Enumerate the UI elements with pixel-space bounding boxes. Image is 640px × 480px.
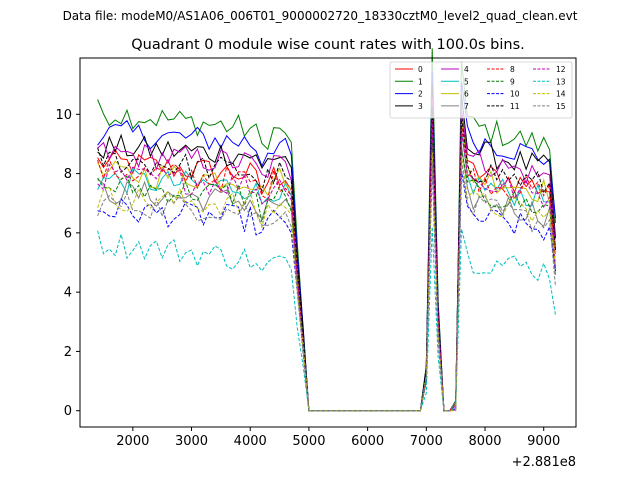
series-line-1	[97, 48, 556, 412]
file-suptitle: Data file: modeM0/AS1A06_006T01_90000027…	[63, 9, 578, 23]
series-line-3	[97, 83, 556, 412]
y-tick-label: 0	[64, 404, 72, 419]
legend-label-6: 6	[464, 90, 469, 99]
series-line-9	[97, 135, 556, 412]
legend-label-8: 8	[510, 65, 515, 74]
x-tick-label: 7000	[410, 434, 443, 449]
legend-label-7: 7	[464, 102, 469, 111]
x-offset-label: +2.881e8	[512, 455, 576, 470]
x-tick-label: 2000	[116, 434, 149, 449]
plot-frame	[79, 57, 577, 428]
series-line-6	[97, 117, 556, 412]
x-tick-label: 4000	[234, 434, 267, 449]
series-layer	[97, 48, 556, 412]
series-line-11	[97, 106, 556, 412]
legend-label-1: 1	[418, 77, 423, 86]
chart-title: Quadrant 0 module wise count rates with …	[131, 37, 525, 53]
series-line-4	[97, 97, 556, 412]
y-tick-label: 10	[55, 108, 72, 123]
series-line-12	[97, 120, 556, 412]
legend-label-9: 9	[510, 77, 515, 86]
series-line-7	[97, 141, 556, 412]
legend-label-13: 13	[556, 77, 566, 86]
legend-label-5: 5	[464, 77, 469, 86]
series-line-15	[97, 160, 556, 412]
legend-box	[389, 61, 573, 119]
y-tick-label: 6	[64, 226, 72, 241]
y-tick-label: 8	[64, 167, 72, 182]
series-line-5	[97, 123, 556, 412]
series-line-14	[97, 152, 556, 412]
legend-label-12: 12	[556, 65, 566, 74]
series-line-2	[97, 71, 556, 412]
legend-label-4: 4	[464, 65, 469, 74]
x-tick-label: 6000	[351, 434, 384, 449]
series-line-0	[97, 111, 556, 412]
x-tick-label: 9000	[527, 434, 560, 449]
legend-label-10: 10	[510, 90, 520, 99]
legend-label-11: 11	[510, 102, 520, 111]
legend-label-0: 0	[418, 65, 423, 74]
legend-label-3: 3	[418, 102, 423, 111]
legend-label-15: 15	[556, 102, 566, 111]
series-line-13	[97, 226, 556, 412]
x-tick-label: 8000	[468, 434, 501, 449]
legend-label-14: 14	[556, 90, 566, 99]
series-line-10	[97, 165, 556, 412]
x-tick-label: 3000	[175, 434, 208, 449]
y-tick-label: 4	[64, 286, 72, 301]
y-tick-label: 2	[64, 345, 72, 360]
legend-label-2: 2	[418, 90, 423, 99]
x-tick-label: 5000	[292, 434, 325, 449]
